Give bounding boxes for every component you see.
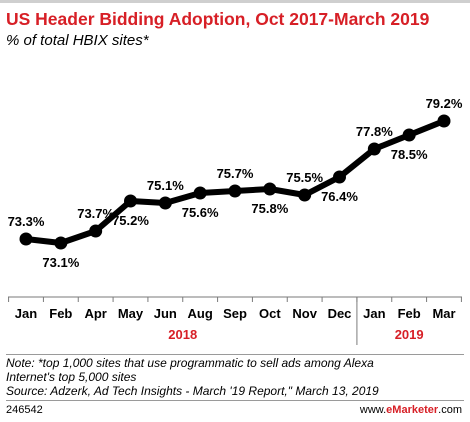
x-tick-label: Sep (223, 306, 247, 321)
year-label: 2018 (168, 327, 197, 342)
data-label: 76.4% (321, 189, 358, 204)
data-point (54, 236, 68, 250)
x-tick-label: Jan (363, 306, 385, 321)
data-labels-layer: 73.3% 73.1% 73.7%75.2% 75.1% 75.6% 75.7% 75.8%… (8, 96, 463, 270)
x-tick-label: May (118, 306, 144, 321)
year-label: 2019 (395, 327, 424, 342)
data-point (402, 128, 416, 142)
footer-divider (6, 400, 464, 401)
data-label: 73.7% (77, 206, 114, 221)
x-tick-label: Dec (328, 306, 352, 321)
year-labels-layer: 2018 2019 (168, 327, 423, 342)
x-tick-label: Feb (49, 306, 72, 321)
data-label: 77.8% (356, 124, 393, 139)
data-label: 75.6% (182, 205, 219, 220)
data-label: 78.5% (391, 147, 428, 162)
source-line: Source: Adzerk, Ad Tech Insights - March… (6, 384, 379, 398)
brand-suffix: .com (438, 404, 462, 416)
x-tick-label: Apr (84, 306, 106, 321)
data-point (228, 184, 242, 198)
data-point (124, 194, 137, 208)
series-line (23, 118, 447, 246)
notes-divider (6, 354, 464, 355)
x-axis (8, 296, 462, 345)
data-label: 75.2% (112, 213, 149, 228)
data-point (19, 232, 33, 246)
x-tick-labels-layer: Jan Feb Apr May Jun Aug Sep Oct Nov Dec Jan Feb Mar (15, 306, 456, 321)
note-line-2: Internet's top 5,000 sites (6, 370, 137, 384)
data-label: 75.8% (251, 201, 288, 216)
x-tick-label: Aug (188, 306, 213, 321)
x-tick-label: Feb (398, 306, 421, 321)
data-label: 75.7% (217, 166, 254, 181)
chart-subtitle: % of total HBIX sites* (6, 32, 149, 49)
line-chart: 73.3% 73.1% 73.7%75.2% 75.1% 75.6% 75.7% 75.8%… (8, 96, 463, 345)
note-line-1: Note: *top 1,000 sites that use programm… (6, 356, 374, 370)
data-label: 79.2% (426, 96, 463, 111)
brand-prefix: www. (359, 404, 387, 416)
data-point (298, 188, 312, 202)
top-rule (0, 0, 470, 3)
data-point (333, 170, 346, 184)
data-point (193, 186, 207, 200)
data-points-layer (19, 114, 451, 250)
data-point (263, 182, 277, 196)
data-point (367, 142, 381, 156)
data-point (89, 224, 103, 238)
x-tick-label: Mar (432, 306, 455, 321)
data-point (158, 196, 172, 210)
data-label: 75.5% (286, 170, 323, 185)
data-label: 73.3% (8, 214, 45, 229)
x-tick-label: Jun (154, 306, 177, 321)
data-label: 73.1% (42, 255, 79, 270)
data-point (437, 114, 451, 128)
chart-title: US Header Bidding Adoption, Oct 2017-Mar… (6, 9, 430, 29)
x-tick-label: Nov (292, 306, 317, 321)
data-label: 75.1% (147, 178, 184, 193)
x-tick-label: Oct (259, 306, 281, 321)
brand-name: eMarketer (386, 404, 439, 416)
brand-logo: www.eMarketer.com (360, 404, 462, 416)
series-line-layer (23, 118, 447, 246)
chart-id: 246542 (6, 404, 43, 416)
x-tick-label: Jan (15, 306, 37, 321)
